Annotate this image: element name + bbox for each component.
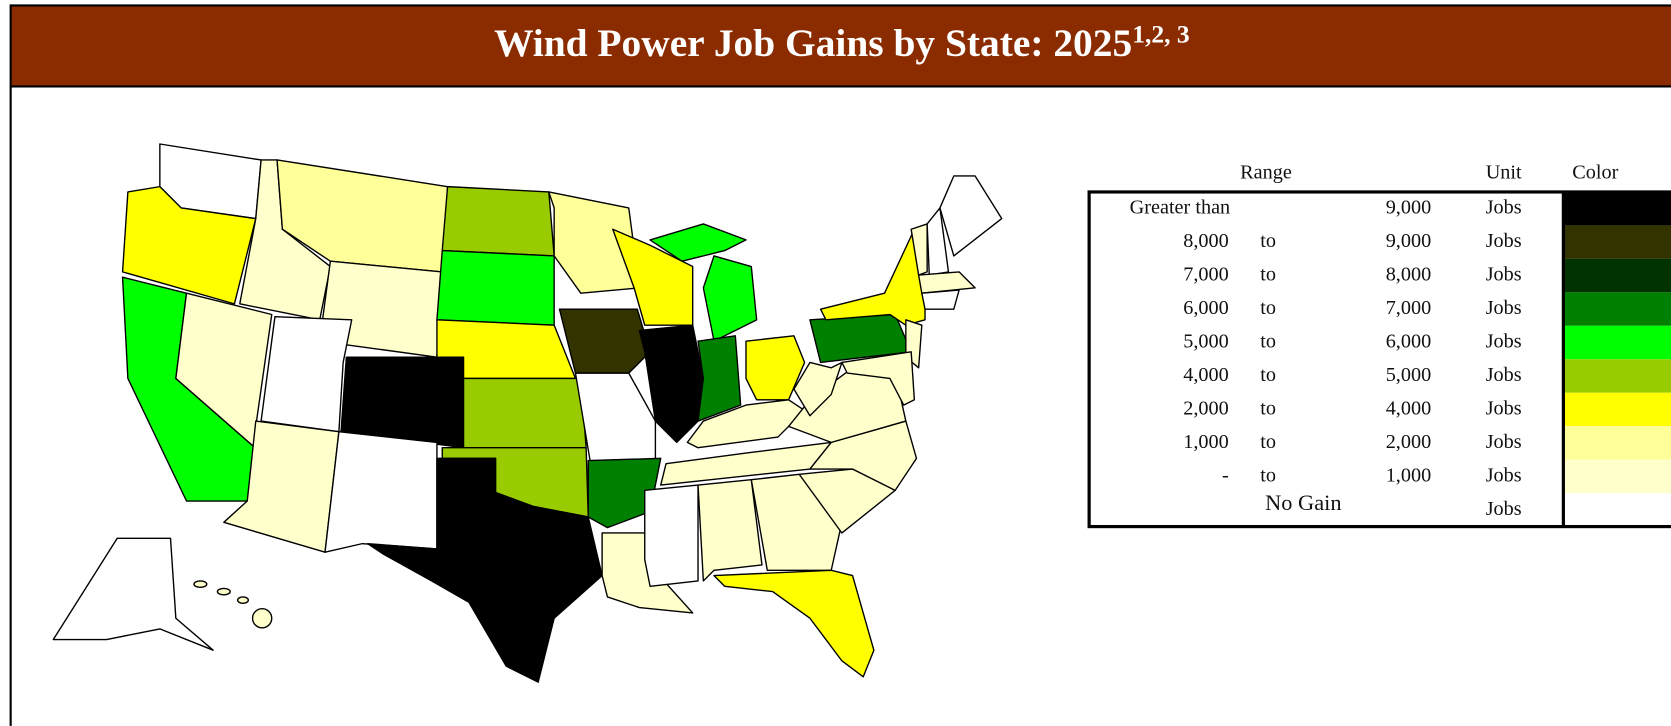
header-color: Color: [1572, 161, 1618, 183]
state: [260, 315, 353, 433]
unit: Jobs: [1486, 230, 1522, 252]
unit: Jobs: [1486, 330, 1522, 352]
unit: Jobs: [1486, 464, 1522, 486]
state: [251, 607, 273, 629]
color-swatch: [1563, 459, 1671, 494]
range-upper: 9,000: [1386, 230, 1432, 252]
range-upper: 5,000: [1386, 364, 1432, 386]
range-from: 6,000: [1183, 297, 1229, 319]
state: [52, 537, 214, 651]
range-from: 4,000: [1183, 364, 1229, 386]
state: [574, 372, 657, 470]
color-swatch: [1563, 292, 1671, 326]
state: [910, 223, 928, 276]
state: [702, 255, 758, 342]
color-swatch: [1563, 392, 1671, 427]
color-swatch: [1563, 225, 1671, 259]
color-swatch: [1563, 359, 1671, 393]
state: [366, 457, 603, 683]
color-swatch: [1563, 258, 1671, 293]
range-to: to: [1260, 297, 1276, 319]
range-to: to: [1260, 397, 1276, 419]
state: [926, 207, 950, 276]
state: [649, 223, 747, 262]
range-to: to: [1260, 431, 1276, 453]
color-swatch: [1563, 325, 1671, 360]
unit: Jobs: [1486, 431, 1522, 453]
state: [713, 569, 875, 678]
legend: Range Unit Color Greater than 9,000 Jobs 8,…: [1087, 161, 1671, 529]
state: [548, 191, 641, 294]
state: [324, 431, 438, 553]
state: [216, 587, 231, 596]
color-swatch: [1563, 191, 1671, 226]
state: [686, 399, 806, 449]
state: [921, 289, 960, 310]
state: [638, 324, 705, 444]
range-upper: 9,000: [1386, 197, 1432, 219]
state: [697, 479, 763, 582]
range-to: to: [1260, 364, 1276, 386]
state: [193, 580, 208, 589]
range-from: 7,000: [1183, 264, 1229, 286]
range-from: -: [1222, 464, 1229, 486]
us-map: [52, 143, 1003, 683]
range-to: to: [1260, 264, 1276, 286]
range-upper: 6,000: [1386, 330, 1432, 352]
state: [223, 420, 340, 553]
state: [441, 185, 555, 257]
state: [917, 271, 976, 294]
color-swatch: [1563, 426, 1671, 460]
state: [462, 377, 587, 449]
state: [841, 351, 916, 406]
color-swatch: [1563, 493, 1671, 527]
state: [697, 335, 742, 422]
range-upper: 4,000: [1386, 397, 1432, 419]
range-from: Greater than: [1130, 197, 1231, 219]
range-to: to: [1260, 464, 1276, 486]
range-label: No Gain: [1265, 490, 1341, 515]
range-from: 1,000: [1183, 431, 1229, 453]
range-to: to: [1260, 330, 1276, 352]
unit: Jobs: [1486, 364, 1522, 386]
range-from: 2,000: [1183, 397, 1229, 419]
unit: Jobs: [1486, 498, 1522, 520]
title-bar: [9, 4, 1671, 88]
state: [436, 249, 555, 326]
title-text: Wind Power Job Gains by State: 2025: [494, 21, 1132, 65]
legend-border: [1087, 190, 1671, 529]
title: Wind Power Job Gains by State: 20251,2, …: [494, 19, 1190, 65]
range-to: to: [1260, 230, 1276, 252]
unit: Jobs: [1486, 297, 1522, 319]
unit: Jobs: [1486, 197, 1522, 219]
state: [558, 308, 651, 374]
range-upper: 8,000: [1386, 264, 1432, 286]
state: [644, 484, 699, 587]
state: [819, 228, 926, 326]
title-superscript: 1,2, 3: [1132, 19, 1190, 48]
header-range: Range: [1240, 161, 1292, 183]
range-from: 8,000: [1183, 230, 1229, 252]
range-upper: 7,000: [1386, 297, 1432, 319]
unit: Jobs: [1486, 397, 1522, 419]
range-upper: 2,000: [1386, 431, 1432, 453]
unit: Jobs: [1486, 264, 1522, 286]
range-upper: 1,000: [1386, 464, 1432, 486]
range-from: 5,000: [1183, 330, 1229, 352]
header-unit: Unit: [1486, 161, 1522, 183]
state: [939, 175, 1003, 257]
state: [236, 596, 249, 605]
state: [587, 457, 662, 529]
